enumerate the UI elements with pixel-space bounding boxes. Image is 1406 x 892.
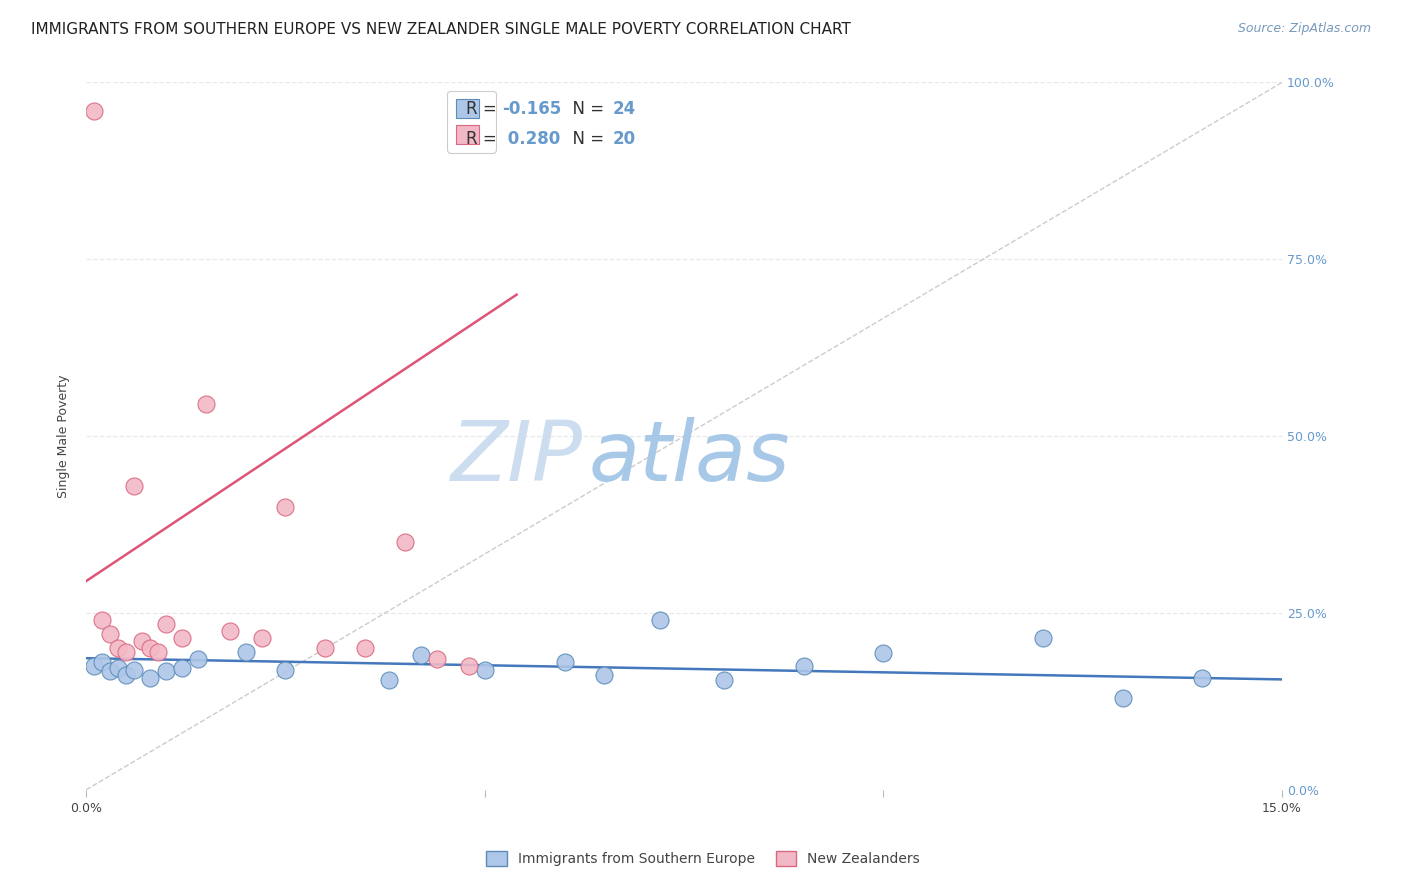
Legend: Immigrants from Southern Europe, New Zealanders: Immigrants from Southern Europe, New Zea… [481,846,925,871]
Legend: , : , [447,91,495,153]
Point [131,634,153,648]
Text: Source: ZipAtlas.com: Source: ZipAtlas.com [1237,22,1371,36]
Point [872,646,894,660]
Point [122,478,145,492]
Point [378,673,401,687]
Text: atlas: atlas [589,417,790,498]
Text: ZIP: ZIP [450,417,582,498]
Point [139,671,162,685]
Text: N =: N = [562,100,609,118]
Point [1111,690,1133,705]
Point [250,631,273,645]
Point [115,645,138,659]
Text: R =: R = [467,100,502,118]
Point [187,652,209,666]
Point [650,613,672,627]
Text: 24: 24 [613,100,636,118]
Point [593,668,616,682]
Point [155,616,177,631]
Point [793,659,815,673]
Point [91,613,114,627]
Text: R =: R = [467,130,502,148]
Point [274,500,297,514]
Point [107,641,129,656]
Text: IMMIGRANTS FROM SOUTHERN EUROPE VS NEW ZEALANDER SINGLE MALE POVERTY CORRELATION: IMMIGRANTS FROM SOUTHERN EUROPE VS NEW Z… [31,22,851,37]
Text: 0.280: 0.280 [502,130,561,148]
Point [426,652,449,666]
Point [122,663,145,677]
Point [91,656,114,670]
Point [713,673,735,687]
Point [146,645,169,659]
Text: 20: 20 [613,130,636,148]
Point [1191,671,1213,685]
Point [83,103,105,118]
Text: -0.165: -0.165 [502,100,561,118]
Point [170,661,193,675]
Point [170,631,193,645]
Text: N =: N = [562,130,609,148]
Point [354,641,377,656]
Point [98,664,121,678]
Point [139,641,162,656]
Y-axis label: Single Male Poverty: Single Male Poverty [58,375,70,498]
Point [274,663,297,677]
Point [457,659,479,673]
Point [394,535,416,549]
Point [155,664,177,678]
Point [314,641,336,656]
Point [235,645,257,659]
Point [409,648,432,663]
Point [1032,631,1054,645]
Point [194,397,217,411]
Point [83,659,105,673]
Point [115,668,138,682]
Point [107,661,129,675]
Point [98,627,121,641]
Point [553,656,575,670]
Point [474,663,496,677]
Point [218,624,240,638]
